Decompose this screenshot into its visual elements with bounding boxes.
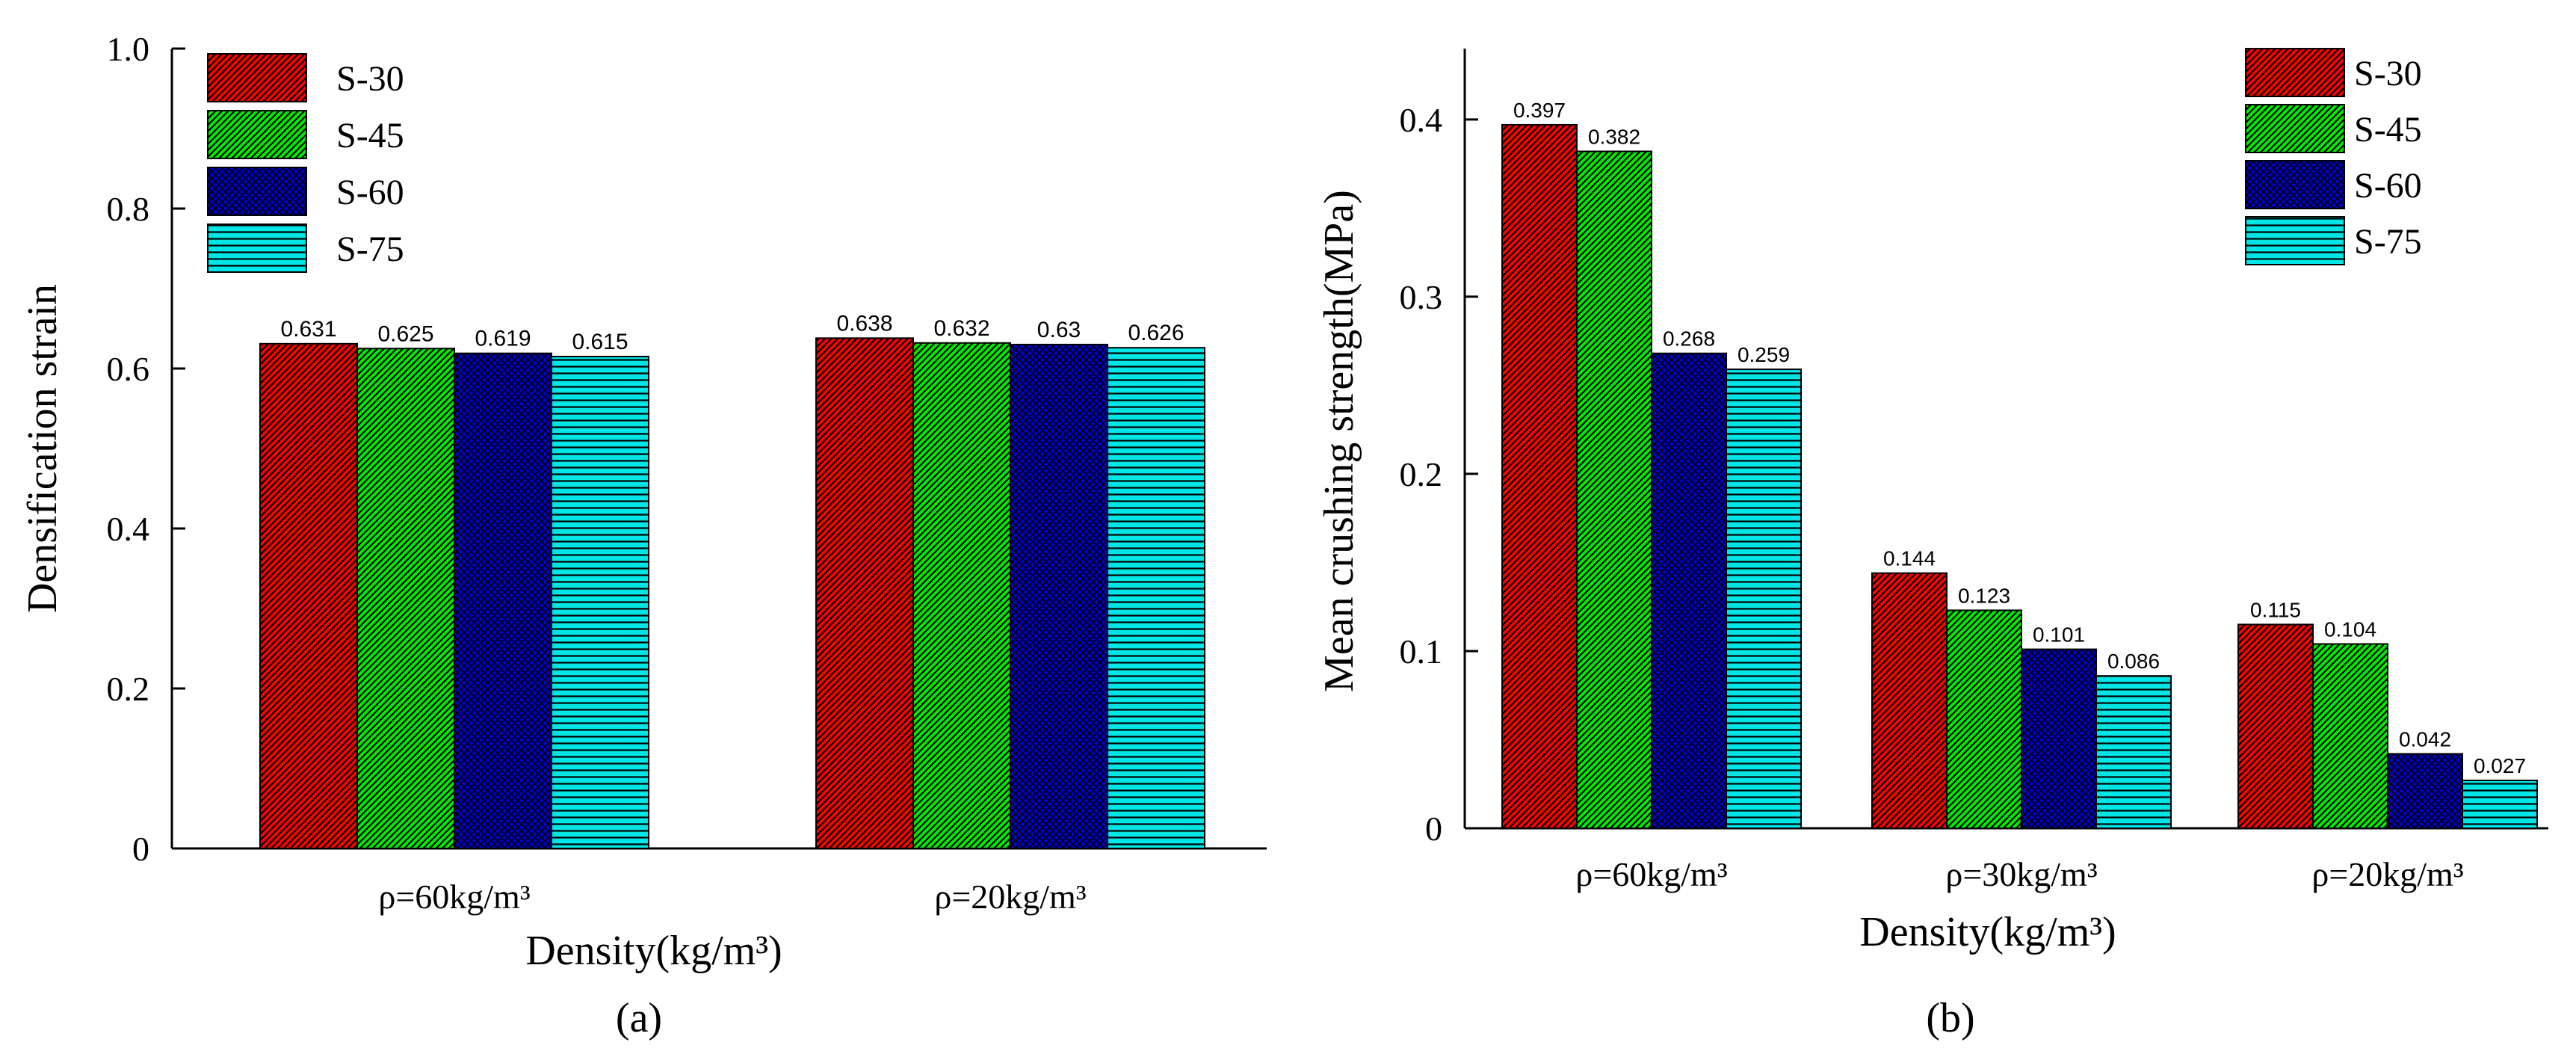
bar-pattern bbox=[1107, 347, 1205, 849]
legend-label: S-30 bbox=[336, 59, 404, 99]
panel-b-label: (b) bbox=[1926, 995, 1974, 1041]
y-tick-label: 0.1 bbox=[1400, 632, 1443, 671]
bar-pattern bbox=[1726, 369, 1802, 830]
y-tick-label: 0.6 bbox=[107, 350, 150, 388]
legend-swatch-pattern bbox=[207, 224, 307, 273]
panel-a-y-ticks: 0 0.2 0.4 0.6 0.8 1.0 bbox=[107, 30, 185, 868]
category-label: ρ=60kg/m³ bbox=[1575, 855, 1727, 893]
y-tick-label: 0.4 bbox=[1400, 101, 1443, 139]
panel-b-bars bbox=[1501, 123, 2538, 830]
data-label: 0.086 bbox=[2107, 650, 2160, 673]
data-label: 0.115 bbox=[2250, 598, 2301, 621]
legend-swatch-pattern bbox=[2245, 104, 2345, 153]
panel-a-legend: S-30 S-45 S-60 S-75 bbox=[207, 53, 404, 273]
panel-a-y-axis-title: Densification strain bbox=[19, 284, 66, 613]
bar-pattern bbox=[912, 342, 1011, 849]
y-tick-label: 0.4 bbox=[107, 510, 150, 548]
bar-pattern bbox=[2462, 779, 2538, 829]
data-label: 0.027 bbox=[2474, 754, 2526, 777]
data-label: 0.042 bbox=[2399, 727, 2451, 751]
y-tick-label: 1.0 bbox=[107, 30, 150, 68]
bar-pattern bbox=[2237, 623, 2314, 829]
panel-a-data-labels: 0.631 0.625 0.619 0.615 0.638 0.632 0.63 0.626 bbox=[280, 311, 1184, 354]
bar-pattern bbox=[2021, 648, 2097, 830]
bar-pattern bbox=[815, 337, 914, 849]
panel-a-category-labels: ρ=60kg/m³ ρ=20kg/m³ bbox=[378, 836, 1087, 916]
legend-swatch-pattern bbox=[207, 167, 307, 216]
legend-label: S-60 bbox=[336, 173, 404, 212]
legend-swatch-pattern bbox=[207, 53, 307, 102]
data-label: 0.638 bbox=[836, 311, 892, 336]
panel-b-category-labels: ρ=60kg/m³ ρ=30kg/m³ ρ=20kg/m³ bbox=[1575, 816, 2464, 893]
y-tick-label: 0 bbox=[132, 830, 149, 868]
bar-pattern bbox=[2095, 675, 2172, 830]
y-tick-label: 0 bbox=[1425, 810, 1442, 848]
bar-pattern bbox=[356, 348, 455, 849]
data-label: 0.104 bbox=[2324, 617, 2376, 641]
legend-label: S-75 bbox=[336, 229, 404, 269]
bar-pattern bbox=[1010, 343, 1108, 849]
panel-b: 00.10.20.30.4 0.3970.3820.2680.2590.1440… bbox=[1316, 48, 2548, 1041]
bar-pattern bbox=[1946, 609, 2022, 829]
bar-pattern bbox=[259, 342, 358, 849]
legend-label: S-75 bbox=[2354, 222, 2422, 262]
data-label: 0.123 bbox=[1958, 584, 2010, 607]
legend-swatch-pattern bbox=[2245, 48, 2345, 97]
legend-label: S-45 bbox=[2354, 110, 2422, 150]
y-tick-label: 0.2 bbox=[107, 670, 150, 708]
data-label: 0.397 bbox=[1513, 99, 1566, 122]
bar-pattern bbox=[551, 355, 649, 849]
panel-a-label: (a) bbox=[616, 995, 662, 1041]
y-tick-label: 0.3 bbox=[1400, 278, 1443, 316]
panel-b-data-labels: 0.397 0.382 0.268 0.259 0.144 0.123 0.101 0.086… bbox=[1513, 99, 2526, 777]
bar-pattern bbox=[1651, 352, 1727, 829]
bar-pattern bbox=[454, 352, 552, 850]
bar-pattern bbox=[1501, 123, 1578, 829]
data-label: 0.632 bbox=[933, 316, 989, 341]
legend-label: S-60 bbox=[2354, 166, 2422, 206]
legend-swatch-pattern bbox=[2245, 216, 2345, 265]
panel-b-y-ticks: 0 0.1 0.2 0.3 0.4 bbox=[1400, 101, 1478, 848]
bar-pattern bbox=[1871, 572, 1948, 829]
legend-label: S-30 bbox=[2354, 54, 2422, 93]
legend-swatch-pattern bbox=[207, 110, 307, 159]
panel-a: 00.20.40.60.81.0 0.631 0.625 0.619 0.6150.6… bbox=[19, 30, 1267, 1041]
category-label: ρ=20kg/m³ bbox=[2311, 855, 2463, 893]
data-label: 0.144 bbox=[1883, 547, 1936, 570]
data-label: 0.259 bbox=[1738, 343, 1790, 366]
panel-a-x-axis-title: Density(kg/m³) bbox=[525, 928, 782, 974]
data-label: 0.619 bbox=[475, 327, 531, 351]
data-label: 0.101 bbox=[2033, 623, 2085, 647]
panel-b-legend: S-30 S-45 S-60 S-75 bbox=[2245, 48, 2422, 265]
category-label: ρ=20kg/m³ bbox=[934, 878, 1086, 916]
legend-swatch-pattern bbox=[2245, 160, 2345, 209]
data-label: 0.625 bbox=[377, 321, 433, 346]
y-tick-label: 0.2 bbox=[1400, 455, 1443, 493]
bar-pattern bbox=[1576, 150, 1652, 829]
data-label: 0.631 bbox=[280, 317, 336, 342]
bar-pattern bbox=[2312, 643, 2388, 829]
panel-a-bars bbox=[259, 337, 1205, 850]
legend-label: S-45 bbox=[336, 116, 404, 155]
category-label: ρ=30kg/m³ bbox=[1945, 855, 2097, 893]
data-label: 0.63 bbox=[1037, 318, 1081, 342]
data-label: 0.382 bbox=[1588, 125, 1640, 148]
data-label: 0.268 bbox=[1663, 327, 1715, 351]
data-label: 0.615 bbox=[572, 330, 628, 354]
panel-b-y-axis-title: Mean crushing strength(MPa) bbox=[1316, 190, 1362, 692]
bar-pattern bbox=[2387, 753, 2463, 830]
category-label: ρ=60kg/m³ bbox=[378, 878, 530, 916]
panel-b-x-axis-title: Density(kg/m³) bbox=[1859, 909, 2116, 955]
y-tick-label: 0.8 bbox=[107, 190, 150, 228]
data-label: 0.626 bbox=[1128, 321, 1184, 345]
